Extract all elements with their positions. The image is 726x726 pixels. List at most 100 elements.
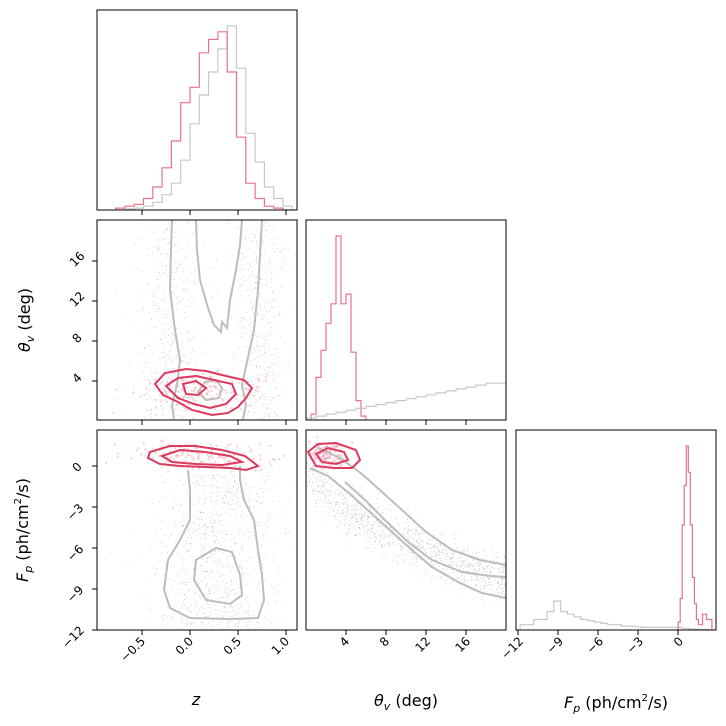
gray-sample-point — [193, 625, 195, 627]
gray-sample-point — [435, 544, 437, 546]
gray-sample-point — [234, 492, 236, 494]
gray-sample-point — [256, 260, 257, 262]
gray-sample-point — [457, 561, 459, 563]
gray-sample-point — [239, 506, 241, 508]
gray-sample-point — [204, 523, 206, 525]
gray-sample-point — [179, 418, 181, 420]
gray-sample-point — [199, 518, 201, 520]
gray-sample-point — [261, 334, 263, 335]
gray-sample-point — [250, 486, 251, 488]
gray-sample-point — [244, 489, 246, 491]
gray-sample-point — [165, 562, 167, 564]
gray-sample-point — [228, 571, 230, 572]
gray-sample-point — [255, 258, 257, 260]
xtick-label: −0.5 — [118, 634, 149, 665]
theta-marginal-xticks — [345, 420, 467, 425]
gray-sample-point — [243, 512, 244, 514]
panel-fp-marginal — [519, 445, 713, 630]
red-sample-point — [198, 452, 201, 455]
gray-sample-point — [181, 582, 183, 583]
gray-sample-point — [419, 547, 421, 549]
gray-sample-point — [212, 570, 214, 572]
gray-sample-point — [367, 515, 368, 517]
gray-sample-point — [460, 572, 462, 574]
red-sample-point — [273, 458, 277, 461]
gray-sample-point — [281, 285, 282, 287]
gray-sample-point — [200, 628, 202, 630]
gray-sample-point — [247, 268, 249, 270]
gray-sample-point — [274, 601, 276, 603]
gray-sample-point — [162, 328, 164, 330]
gray-sample-point — [449, 556, 451, 558]
gray-sample-point — [266, 277, 268, 279]
gray-sample-point — [223, 524, 225, 526]
gray-sample-point — [478, 569, 479, 571]
gray-sample-point — [241, 568, 243, 570]
gray-sample-point — [258, 296, 260, 298]
gray-sample-point — [261, 536, 263, 538]
gray-sample-point — [278, 306, 280, 308]
gray-sample-point — [352, 517, 354, 519]
gray-sample-point — [445, 559, 447, 561]
gray-sample-point — [320, 488, 322, 490]
gray-sample-point — [172, 507, 173, 508]
gray-sample-point — [158, 500, 160, 502]
red-sample-point — [225, 391, 228, 394]
gray-sample-point — [222, 498, 224, 500]
gray-sample-point — [364, 533, 366, 535]
gray-sample-point — [369, 541, 371, 543]
gray-sample-point — [274, 555, 276, 557]
red-sample-point — [210, 395, 213, 398]
gray-sample-point — [273, 558, 275, 560]
gray-sample-point — [183, 484, 185, 486]
gray-sample-point — [143, 416, 145, 418]
gray-sample-point — [235, 557, 237, 559]
gray-sample-point — [262, 309, 264, 311]
gray-sample-point — [167, 243, 169, 245]
gray-sample-point — [483, 591, 485, 593]
red-sample-point — [190, 396, 193, 399]
gray-sample-point — [225, 533, 227, 535]
gray-sample-point — [261, 563, 263, 565]
red-sample-point — [157, 383, 160, 386]
gray-sample-point — [241, 252, 243, 254]
gray-sample-point — [167, 294, 169, 296]
gray-sample-point — [459, 567, 461, 569]
red-sample-point — [143, 393, 146, 396]
red-sample-point — [176, 453, 179, 457]
gray-sample-point — [327, 502, 329, 504]
gray-sample-point — [502, 591, 504, 593]
gray-sample-point — [227, 533, 229, 535]
gray-sample-point — [173, 616, 175, 618]
gray-sample-point — [455, 563, 457, 565]
gray-sample-point — [176, 229, 178, 231]
fp-xticklabels: −12 −9 −6 −3 0 — [498, 634, 686, 662]
gray-sample-point — [167, 259, 169, 260]
gray-sample-point — [216, 480, 218, 482]
gray-sample-point — [241, 511, 243, 513]
gray-sample-point — [197, 582, 199, 584]
gray-sample-point — [200, 598, 202, 600]
gray-sample-point — [160, 405, 162, 407]
gray-sample-point — [276, 415, 278, 417]
gray-sample-point — [245, 311, 247, 313]
gray-sample-point — [172, 362, 174, 364]
gray-sample-point — [244, 621, 246, 623]
gray-sample-point — [268, 226, 270, 227]
gray-sample-point — [416, 540, 418, 542]
gray-sample-point — [221, 628, 223, 630]
gray-sample-point — [431, 582, 432, 584]
gray-sample-point — [390, 504, 392, 506]
gray-sample-point — [503, 567, 505, 569]
gray-sample-point — [356, 514, 358, 516]
gray-sample-point — [259, 365, 261, 367]
gray-sample-point — [199, 596, 201, 598]
gray-sample-point — [449, 558, 451, 560]
gray-sample-point — [240, 514, 242, 516]
fp-marginal-xticks — [517, 630, 679, 635]
red-sample-point — [236, 445, 239, 448]
gray-sample-point — [176, 251, 178, 253]
gray-sample-point — [240, 607, 242, 609]
gray-sample-point — [221, 610, 223, 612]
red-sample-point — [220, 456, 223, 459]
